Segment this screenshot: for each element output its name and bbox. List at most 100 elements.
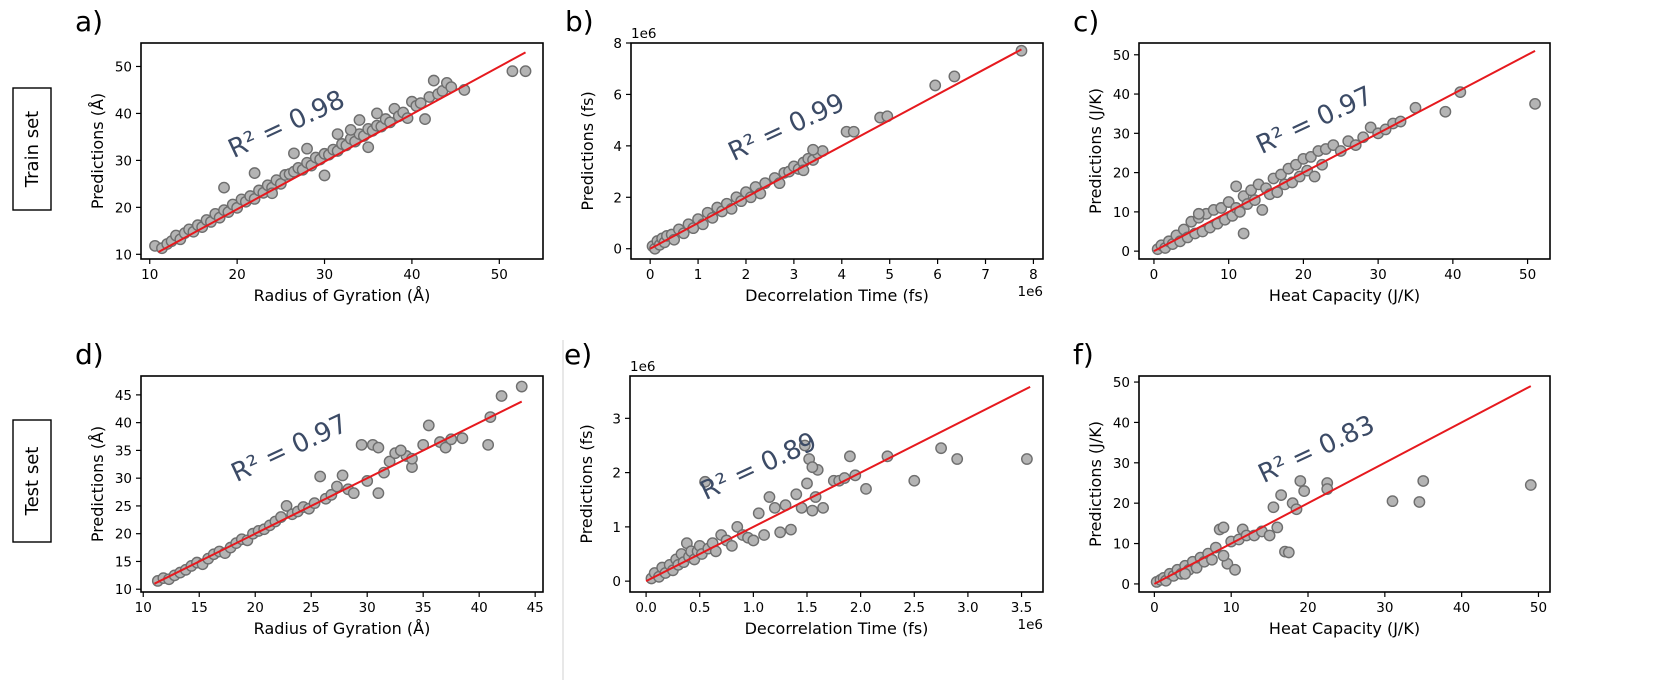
x-axis-label: Decorrelation Time (fs)	[745, 286, 929, 305]
data-point	[1524, 479, 1537, 491]
x-tick-label: 0.0	[635, 600, 656, 616]
data-point	[1217, 521, 1230, 534]
x-tick-label: 0.5	[689, 600, 710, 616]
data-point	[331, 480, 343, 493]
data-point	[1282, 546, 1295, 559]
x-tick-label: 30	[1370, 267, 1387, 283]
x-tick-label: 50	[1530, 600, 1547, 616]
data-point	[785, 523, 797, 536]
y-tick-label: 10	[115, 582, 132, 598]
data-point	[752, 507, 765, 520]
row-label-box	[12, 87, 52, 211]
scatter-panel-6: f) 0 10 20 30 40 50 0 10 20 30 40 50 Heat Capacity (J…	[1073, 338, 1551, 638]
panel-label: b)	[565, 5, 594, 38]
data-point	[806, 504, 819, 517]
y-tick-label: 35	[115, 443, 132, 459]
r-squared-annotation: R² = 0.83	[1254, 410, 1380, 490]
x-tick-label: 20	[1295, 267, 1312, 283]
data-point	[318, 169, 331, 182]
data-point	[1263, 529, 1276, 542]
y-tick-label: 10	[115, 247, 132, 263]
data-point	[860, 482, 872, 495]
data-point	[1275, 489, 1288, 502]
data-point	[336, 469, 349, 482]
data-point	[355, 438, 368, 451]
y-tick-label: 0	[1121, 244, 1130, 260]
data-point	[790, 488, 803, 501]
y-tick-label: 30	[115, 153, 132, 169]
r-squared-annotation: R² = 0.89	[696, 427, 822, 507]
y-tick-label: 45	[115, 388, 132, 404]
data-point	[456, 432, 469, 445]
scatter-panel-1: a) 10 20 30 40 50 10 20 30 40 50 Radius of Gyration…	[75, 5, 544, 305]
y-offset-label: 1e6	[630, 359, 655, 375]
x-tick-label: 30	[1376, 600, 1393, 616]
data-point	[1308, 170, 1321, 183]
data-point	[495, 390, 508, 402]
x-tick-label: 35	[415, 600, 432, 616]
data-point	[506, 65, 519, 78]
data-point	[935, 442, 947, 455]
data-point	[1230, 180, 1243, 193]
data-point	[419, 113, 431, 125]
r-squared-annotation: R² = 0.97	[227, 409, 353, 489]
x-axis-label: Decorrelation Time (fs)	[745, 619, 929, 638]
y-tick-label: 40	[115, 416, 132, 432]
y-axis-label: Predictions (fs)	[577, 424, 596, 543]
y-tick-label: 15	[115, 554, 132, 570]
x-tick-label: 20	[229, 267, 246, 283]
x-tick-label: 40	[1444, 267, 1461, 283]
row-label-train: Train set	[12, 87, 52, 211]
data-point	[371, 107, 383, 120]
axes-frame	[1138, 375, 1551, 593]
x-tick-label: 45	[527, 600, 544, 616]
y-tick-label: 8	[613, 36, 622, 52]
data-point	[763, 491, 776, 503]
data-point	[427, 74, 440, 87]
y-tick-label: 30	[115, 471, 132, 487]
data-point	[801, 477, 813, 490]
x-tick-label: 7	[981, 267, 990, 283]
y-tick-label: 2	[612, 466, 621, 482]
scatter-panel-5: e) 0.0 0.5 1.0 1.5 2.0 2.5 3.0 3.5 0 1 2 3 1e6 1e6 Deco…	[564, 338, 1044, 638]
data-point	[362, 141, 375, 154]
axes-frame	[140, 375, 544, 593]
y-tick-label: 40	[1113, 87, 1130, 103]
x-tick-label: 2	[742, 267, 751, 283]
x-axis-label: Radius of Gyration (Å)	[254, 286, 431, 305]
y-tick-label: 25	[115, 499, 132, 515]
row-label-text: Test set	[22, 447, 43, 517]
y-tick-label: 50	[1113, 375, 1130, 391]
data-point	[1439, 105, 1452, 118]
data-point	[248, 167, 261, 179]
data-point	[515, 380, 528, 393]
y-offset-label: 1e6	[631, 26, 656, 42]
data-point	[758, 529, 770, 541]
x-tick-label: 10	[135, 600, 152, 616]
x-tick-label: 2.5	[904, 600, 925, 616]
axes-frame	[1138, 42, 1551, 260]
data-point	[1529, 97, 1541, 110]
x-tick-label: 30	[316, 267, 333, 283]
data-point	[908, 474, 921, 487]
x-tick-label: 6	[933, 267, 942, 283]
y-tick-label: 10	[1113, 205, 1130, 221]
data-point	[1256, 204, 1269, 216]
data-point	[372, 441, 385, 454]
x-tick-label: 0	[646, 267, 655, 283]
y-tick-label: 30	[1113, 126, 1130, 142]
x-tick-label: 8	[1029, 267, 1038, 283]
row-label-text: Train set	[22, 111, 43, 188]
x-tick-label: 0	[1150, 267, 1159, 283]
data-point	[1229, 563, 1241, 576]
y-tick-label: 0	[613, 242, 622, 258]
x-tick-label: 40	[1453, 600, 1470, 616]
y-tick-label: 1	[612, 520, 621, 536]
y-tick-label: 2	[613, 190, 622, 206]
x-tick-label: 10	[1220, 267, 1237, 283]
x-tick-label: 2.0	[850, 600, 871, 616]
fit-line	[649, 48, 1022, 250]
data-point	[314, 470, 327, 483]
y-tick-label: 30	[1113, 456, 1130, 472]
y-tick-label: 50	[1113, 48, 1130, 64]
